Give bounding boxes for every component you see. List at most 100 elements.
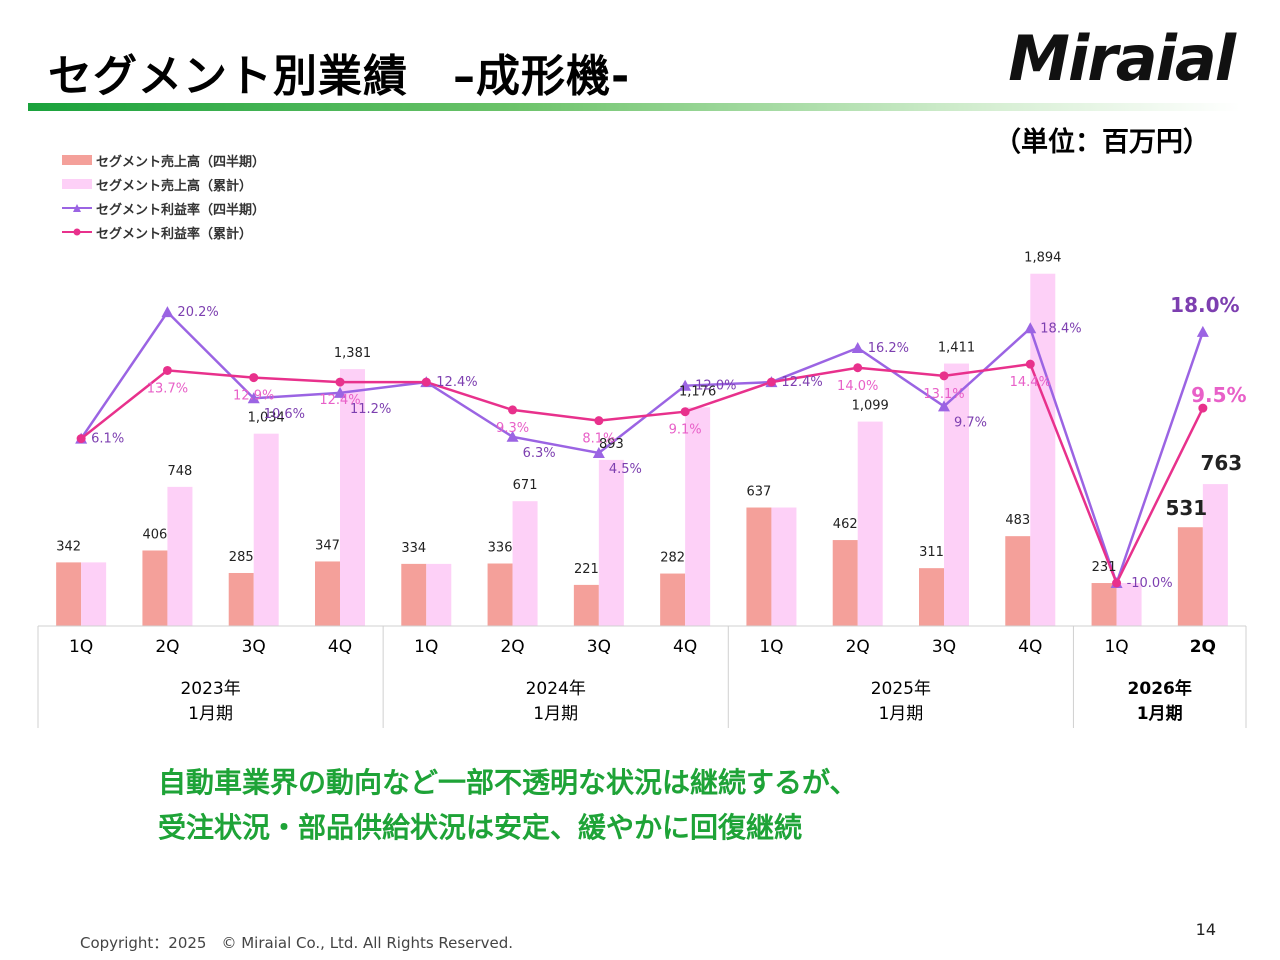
- category-label: 4Q: [328, 637, 352, 657]
- data-label-quarterly-sales: 347: [315, 538, 340, 553]
- data-label-quarterly-sales: 336: [488, 541, 513, 556]
- marker-cumulative-margin: [1025, 359, 1035, 369]
- marker-cumulative-margin: [594, 416, 604, 426]
- category-label: 1Q: [69, 637, 93, 657]
- marker-cumulative-margin: [335, 377, 345, 387]
- page-number: 14: [1195, 920, 1216, 939]
- legend-item-cumulative-margin: セグメント利益率（累計）: [62, 220, 265, 244]
- bar-cumulative-sales: [944, 363, 969, 626]
- bar-quarterly-sales: [228, 572, 254, 626]
- category-label: 2Q: [500, 637, 524, 657]
- data-label-quarterly-sales: 483: [1005, 513, 1030, 528]
- category-label: 3Q: [587, 637, 611, 657]
- bar-quarterly-sales: [660, 573, 686, 626]
- data-label-cumulative-margin: 14.4%: [1010, 375, 1051, 390]
- page-title: セグメント別業績 –成形機-: [48, 51, 631, 102]
- marker-cumulative-margin: [1112, 578, 1122, 588]
- marker-quarterly-margin: [851, 342, 864, 354]
- data-label-cumulative-margin: 12.4%: [319, 393, 360, 408]
- bar-quarterly-sales: [401, 563, 427, 626]
- data-label-quarterly-margin: 10.6%: [264, 407, 305, 422]
- legend-label-quarterly-margin: セグメント利益率（四半期）: [96, 202, 266, 218]
- category-label: 4Q: [673, 637, 697, 657]
- legend-swatch-cumulative-margin: [62, 226, 92, 238]
- bar-quarterly-sales: [56, 562, 82, 626]
- bar-quarterly-sales: [487, 563, 513, 626]
- period-label-month: 1月期: [188, 704, 233, 724]
- summary-message-line2: 受注状況・部品供給状況は安定、緩やかに回復継続: [158, 811, 803, 844]
- period-label-year: 2025年: [871, 679, 931, 699]
- data-label-quarterly-margin: 16.2%: [868, 341, 909, 356]
- legend-label-cumulative-margin: セグメント利益率（累計）: [96, 226, 253, 242]
- data-label-cumulative-margin: 8.1%: [582, 432, 615, 447]
- data-label-cumulative-margin: 12.9%: [233, 389, 274, 404]
- data-label-quarterly-sales: 406: [143, 527, 168, 542]
- period-label-year: 2024年: [526, 679, 586, 699]
- bar-cumulative-sales: [253, 433, 279, 626]
- data-label-cumulative-sales: 893: [599, 437, 624, 452]
- marker-cumulative-margin: [680, 407, 690, 417]
- period-label-year: 2026年: [1128, 678, 1192, 699]
- bar-cumulative-sales: [598, 459, 624, 626]
- title-underline: [28, 103, 1240, 111]
- bar-cumulative-sales: [81, 562, 107, 626]
- data-label-quarterly-sales: 531: [1165, 496, 1207, 520]
- bar-quarterly-sales: [1091, 583, 1117, 626]
- bar-cumulative-sales: [1116, 583, 1142, 626]
- data-label-quarterly-margin: 20.2%: [177, 305, 218, 320]
- category-label: 1Q: [414, 637, 438, 657]
- data-label-quarterly-margin: 6.1%: [91, 432, 124, 447]
- category-label: 2Q: [846, 637, 870, 657]
- legend-swatch-cumulative-sales: [62, 178, 92, 190]
- bar-quarterly-sales: [832, 540, 858, 626]
- legend-swatch-quarterly-sales: [62, 154, 92, 166]
- data-label-cumulative-sales: 1,034: [248, 411, 285, 426]
- data-label-quarterly-margin: 6.3%: [523, 446, 556, 461]
- data-label-quarterly-sales: 462: [833, 517, 858, 532]
- bar-cumulative-sales: [857, 421, 883, 626]
- data-label-quarterly-sales: 637: [747, 485, 772, 500]
- data-label-quarterly-margin: 9.7%: [954, 415, 987, 430]
- data-label-quarterly-margin: 12.0%: [695, 379, 736, 394]
- marker-quarterly-margin: [592, 446, 605, 458]
- data-label-cumulative-margin: 14.0%: [837, 379, 878, 394]
- marker-cumulative-margin: [162, 365, 172, 375]
- bar-quarterly-sales: [315, 561, 340, 626]
- copyright-text: Copyright：2025 © Miraial Co., Ltd. All R…: [80, 934, 514, 952]
- period-label-year: 2023年: [180, 679, 240, 699]
- marker-quarterly-margin: [1024, 322, 1037, 334]
- bar-cumulative-sales: [1202, 484, 1228, 626]
- data-label-cumulative-sales: 671: [513, 478, 538, 493]
- marker-cumulative-margin: [508, 405, 518, 415]
- marker-cumulative-margin: [76, 434, 86, 444]
- data-label-quarterly-sales: 334: [401, 541, 426, 556]
- marker-cumulative-margin: [766, 377, 776, 387]
- bar-cumulative-sales: [426, 563, 452, 626]
- category-label: 4Q: [1018, 637, 1042, 657]
- marker-cumulative-margin: [249, 373, 259, 383]
- data-label-quarterly-sales: 311: [919, 545, 944, 560]
- legend-item-quarterly-margin: セグメント利益率（四半期）: [62, 196, 265, 220]
- unit-label: （単位：百万円）: [994, 127, 1210, 158]
- marker-cumulative-margin: [939, 371, 949, 381]
- bar-cumulative-sales: [771, 507, 797, 626]
- category-label: 2Q: [155, 637, 179, 657]
- data-label-cumulative-sales: 1,411: [938, 341, 975, 356]
- chart-legend: セグメント売上高（四半期） セグメント売上高（累計） セグメント利益率（四半期）…: [62, 148, 265, 244]
- line-quarterly-margin: [80, 310, 1205, 587]
- period-label-month: 1月期: [1137, 704, 1183, 724]
- period-label-month: 1月期: [878, 704, 923, 724]
- data-label-cumulative-margin: 9.3%: [496, 421, 529, 436]
- data-label-cumulative-sales: 1,176: [679, 384, 716, 399]
- data-label-quarterly-sales: 221: [574, 562, 599, 577]
- data-label-quarterly-margin: 18.0%: [1170, 293, 1239, 317]
- data-label-quarterly-sales: 342: [56, 539, 81, 554]
- category-label: 1Q: [759, 637, 783, 657]
- marker-quarterly-margin: [1196, 325, 1209, 337]
- marker-quarterly-margin: [247, 392, 260, 404]
- category-label: 3Q: [932, 637, 956, 657]
- data-label-quarterly-margin: 12.4%: [436, 375, 477, 390]
- legend-swatch-quarterly-margin: [62, 202, 92, 214]
- bar-quarterly-sales: [142, 550, 168, 626]
- legend-label-cumulative-sales: セグメント売上高（累計）: [96, 178, 253, 194]
